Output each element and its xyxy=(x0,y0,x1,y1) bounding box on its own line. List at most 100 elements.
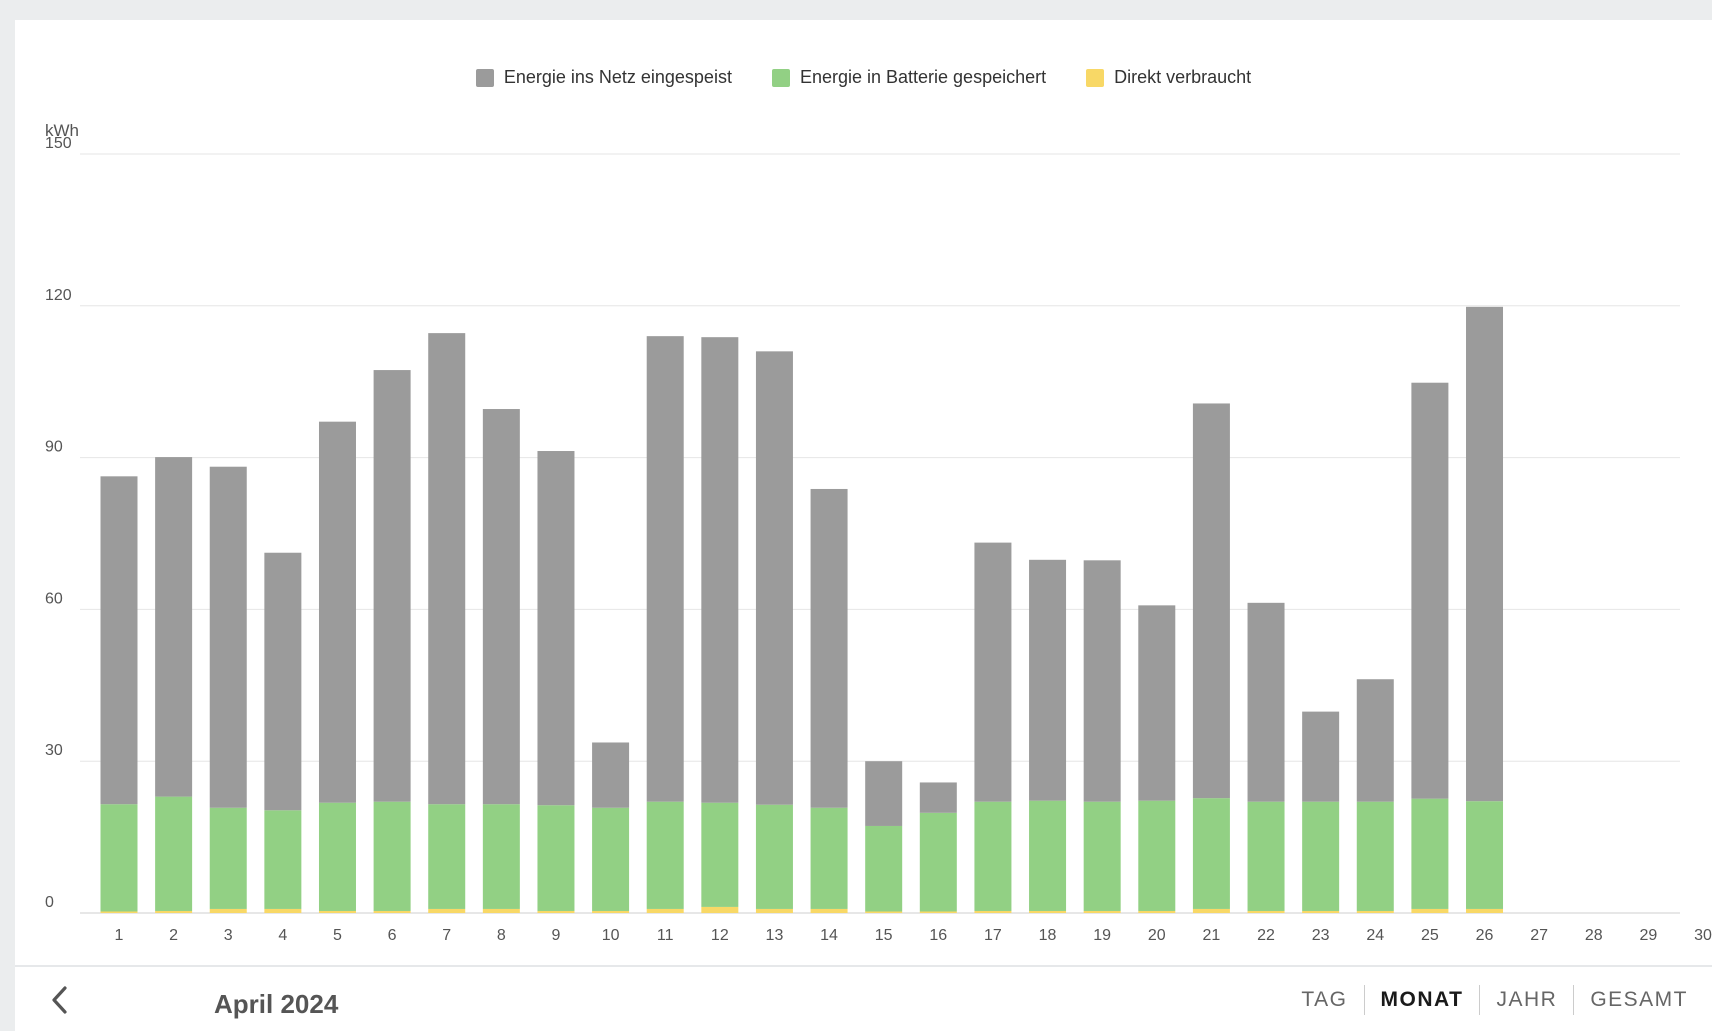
bar-segment[interactable] xyxy=(318,421,356,803)
bar-segment[interactable] xyxy=(318,910,356,913)
bar-segment[interactable] xyxy=(810,908,848,913)
tab-jahr[interactable]: JAHR xyxy=(1479,985,1573,1015)
x-tick-label: 20 xyxy=(1148,927,1166,944)
bar-segment[interactable] xyxy=(100,476,138,805)
x-tick-label: 30 xyxy=(1694,927,1712,944)
legend-item-grid[interactable]: Energie ins Netz eingespeist xyxy=(475,67,732,88)
x-tick-label: 5 xyxy=(333,927,342,944)
x-tick-label: 16 xyxy=(929,927,947,944)
tab-monat[interactable]: MONAT xyxy=(1363,985,1480,1015)
legend-swatch-direct xyxy=(1086,68,1105,87)
bar-segment[interactable] xyxy=(482,409,520,805)
bar-segment[interactable] xyxy=(1411,382,1449,799)
bar-segment[interactable] xyxy=(1083,560,1121,802)
tab-tag[interactable]: TAG xyxy=(1301,988,1348,1011)
bar-segment[interactable] xyxy=(755,804,793,909)
bar-segment[interactable] xyxy=(537,910,575,913)
bar-segment[interactable] xyxy=(428,804,466,909)
bar-segment[interactable] xyxy=(919,812,957,912)
bar-segment[interactable] xyxy=(537,451,575,806)
bar-segment[interactable] xyxy=(1356,801,1394,911)
bar-segment[interactable] xyxy=(1302,801,1340,911)
bar-segment[interactable] xyxy=(1411,798,1449,909)
legend-item-battery[interactable]: Energie in Batterie gespeichert xyxy=(771,67,1047,88)
bar-segment[interactable] xyxy=(646,336,684,802)
bar-segment[interactable] xyxy=(646,908,684,913)
bar-segment[interactable] xyxy=(100,804,138,912)
bar-segment[interactable] xyxy=(919,782,957,813)
y-tick-label: 120 xyxy=(45,287,72,304)
y-tick-label: 90 xyxy=(45,439,63,456)
bar-segment[interactable] xyxy=(810,488,848,808)
bar-segment[interactable] xyxy=(592,742,630,808)
bar-segment[interactable] xyxy=(755,351,793,805)
bar-segment[interactable] xyxy=(701,337,739,803)
bar-segment[interactable] xyxy=(1138,605,1176,801)
bar-segment[interactable] xyxy=(264,552,302,811)
bar-segment[interactable] xyxy=(592,807,630,911)
bar-segment[interactable] xyxy=(1411,908,1449,913)
bar-segment[interactable] xyxy=(1466,908,1504,913)
x-tick-label: 22 xyxy=(1257,927,1275,944)
bar-segment[interactable] xyxy=(1029,800,1067,911)
bar-segment[interactable] xyxy=(209,908,247,913)
bar-segment[interactable] xyxy=(1083,801,1121,911)
x-tick-label: 11 xyxy=(657,927,674,944)
bar-segment[interactable] xyxy=(1466,801,1504,909)
bar-segment[interactable] xyxy=(373,910,411,913)
bar-segment[interactable] xyxy=(865,761,903,826)
bar-segment[interactable] xyxy=(155,910,193,913)
bar-segment[interactable] xyxy=(428,908,466,913)
legend-label-battery: Energie in Batterie gespeichert xyxy=(799,67,1047,87)
bar-segment[interactable] xyxy=(1192,908,1230,913)
bar-segment[interactable] xyxy=(155,457,193,797)
bar-segment[interactable] xyxy=(592,910,630,913)
bar-segment[interactable] xyxy=(155,796,193,911)
bar-segment[interactable] xyxy=(701,906,739,913)
bar-segment[interactable] xyxy=(1302,910,1340,913)
bar-segment[interactable] xyxy=(865,911,903,913)
bar-segment[interactable] xyxy=(428,333,466,805)
bar-segment[interactable] xyxy=(1302,711,1340,802)
x-tick-label: 2 xyxy=(169,927,178,944)
bar-segment[interactable] xyxy=(865,825,903,912)
bar-segment[interactable] xyxy=(1192,403,1230,799)
bar-segment[interactable] xyxy=(974,801,1012,911)
bar-segment[interactable] xyxy=(373,801,411,911)
bar-segment[interactable] xyxy=(373,370,411,802)
bar-segment[interactable] xyxy=(701,802,739,907)
bar-segment[interactable] xyxy=(974,542,1012,802)
bar-segment[interactable] xyxy=(1247,801,1285,911)
bar-segment[interactable] xyxy=(646,801,684,909)
bar-segment[interactable] xyxy=(1138,800,1176,911)
bar-segment[interactable] xyxy=(209,466,247,808)
bar-segment[interactable] xyxy=(1029,910,1067,913)
bar-segment[interactable] xyxy=(919,911,957,913)
x-tick-label: 19 xyxy=(1093,927,1111,944)
bar-segment[interactable] xyxy=(318,802,356,911)
bar-segment[interactable] xyxy=(264,908,302,913)
bar-segment[interactable] xyxy=(1466,306,1504,802)
period-title: April 2024 xyxy=(214,989,339,1019)
bar-segment[interactable] xyxy=(755,908,793,913)
bar-segment[interactable] xyxy=(1029,559,1067,801)
bar-segment[interactable] xyxy=(1138,910,1176,913)
previous-period-button[interactable] xyxy=(45,985,75,1015)
bar-segment[interactable] xyxy=(1247,910,1285,913)
bar-segment[interactable] xyxy=(482,908,520,913)
bar-segment[interactable] xyxy=(209,807,247,909)
bar-segment[interactable] xyxy=(482,804,520,909)
bar-segment[interactable] xyxy=(810,807,848,909)
bar-segment[interactable] xyxy=(1083,910,1121,913)
tab-gesamt[interactable]: GESAMT xyxy=(1573,985,1704,1015)
bar-segment[interactable] xyxy=(1192,798,1230,909)
legend-item-direct[interactable]: Direkt verbraucht xyxy=(1086,67,1251,88)
bar-segment[interactable] xyxy=(974,910,1012,913)
bar-segment[interactable] xyxy=(264,810,302,909)
bar-segment[interactable] xyxy=(100,911,138,913)
bar-segment[interactable] xyxy=(1356,679,1394,802)
bar-segment[interactable] xyxy=(1247,602,1285,802)
bar-segment[interactable] xyxy=(1356,910,1394,913)
bar-segment[interactable] xyxy=(537,805,575,911)
